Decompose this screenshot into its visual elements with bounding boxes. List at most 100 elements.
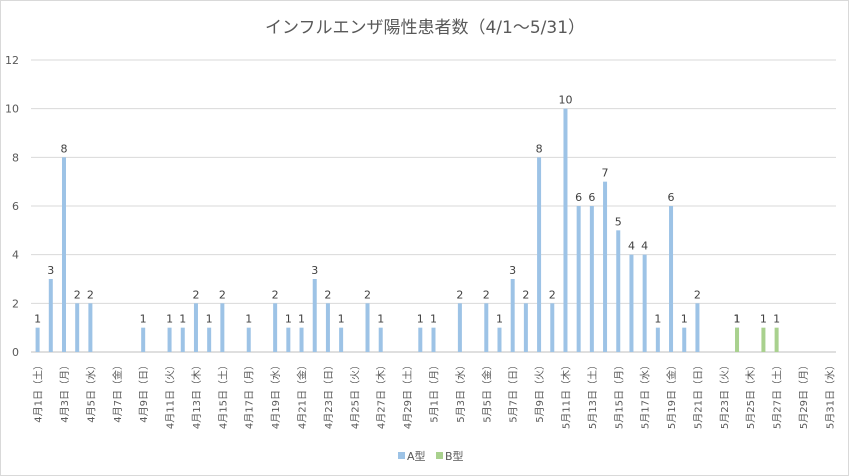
y-tick-label: 2 (12, 297, 19, 310)
bar (510, 279, 515, 352)
bar (365, 303, 370, 352)
x-tick-label: 5月27日（土） (771, 360, 784, 429)
bar (774, 327, 779, 352)
x-tick-label: 4月5日（水） (85, 360, 97, 423)
bar (141, 327, 146, 352)
data-label: 2 (364, 288, 371, 301)
bar (457, 303, 462, 352)
data-label: 1 (734, 313, 741, 326)
x-tick-label: 4月29日（土） (401, 360, 414, 429)
data-label: 8 (536, 142, 543, 155)
bar (629, 254, 634, 352)
x-axis-ticks: 4月1日（土） 4月3日（月） 4月5日（水） 4月7日（金） 4月9日（日） 4月11日… (32, 360, 837, 429)
data-label: 3 (311, 264, 318, 277)
x-tick-label: 4月1日（土） (32, 360, 45, 423)
bar (537, 157, 542, 352)
bar (312, 279, 317, 352)
x-tick-label: 4月21日（金） (296, 360, 309, 429)
bar (642, 254, 647, 352)
legend-label: B型 (445, 449, 464, 463)
x-tick-label: 5月31日（水） (824, 360, 836, 429)
bar (523, 303, 528, 352)
data-label: 1 (734, 313, 741, 326)
bar (35, 327, 40, 352)
bar (48, 279, 53, 352)
bar (207, 327, 212, 352)
data-label: 7 (602, 167, 609, 180)
data-label: 2 (522, 288, 529, 301)
x-tick-label: 4月7日（金） (111, 360, 124, 423)
legend-swatch (398, 452, 405, 459)
bar (669, 206, 674, 352)
bar (61, 157, 66, 352)
data-label: 10 (558, 94, 572, 107)
bar (75, 303, 80, 352)
y-tick-label: 0 (12, 346, 19, 359)
x-tick-label: 5月17日（水） (640, 360, 652, 429)
bar (339, 327, 344, 352)
data-label: 1 (298, 313, 305, 326)
x-tick-label: 4月17日（月） (244, 360, 256, 429)
x-tick-label: 4月25日（火） (349, 360, 361, 429)
x-tick-label: 4月9日（日） (138, 360, 150, 423)
data-label: 2 (272, 288, 279, 301)
chart-title: インフルエンザ陽性患者数（4/1〜5/31） (265, 18, 585, 38)
x-tick-label: 4月27日（木） (376, 360, 388, 429)
bar (193, 303, 198, 352)
legend-label: A型 (407, 449, 426, 463)
bar (550, 303, 555, 352)
legend-swatch (436, 452, 443, 459)
data-label: 1 (34, 313, 41, 326)
x-tick-label: 5月25日（木） (745, 360, 757, 429)
y-tick-label: 10 (5, 103, 19, 116)
data-label: 2 (74, 288, 81, 301)
x-tick-label: 4月13日（木） (191, 360, 203, 429)
bar (378, 327, 383, 352)
bar (167, 327, 172, 352)
legend: A型 B型 (398, 449, 464, 463)
data-label: 2 (549, 288, 556, 301)
data-label: 2 (219, 288, 226, 301)
bar (563, 108, 568, 353)
data-label: 1 (206, 313, 213, 326)
x-tick-label: 5月11日（木） (560, 360, 572, 429)
x-tick-label: 5月21日（日） (692, 360, 704, 429)
data-label: 1 (140, 313, 147, 326)
data-label: 1 (179, 313, 186, 326)
bar (180, 327, 185, 352)
bar (431, 327, 436, 352)
x-tick-label: 5月9日（火） (534, 360, 546, 423)
data-label: 1 (773, 313, 780, 326)
x-tick-label: 4月23日（日） (323, 360, 335, 429)
bar (88, 303, 93, 352)
y-tick-label: 8 (12, 151, 19, 164)
data-label: 6 (588, 191, 595, 204)
x-tick-label: 5月5日（金） (480, 360, 493, 423)
bar (299, 327, 304, 352)
bar (616, 230, 621, 352)
bar (220, 303, 225, 352)
y-tick-label: 4 (12, 249, 19, 262)
x-tick-label: 5月23日（火） (719, 360, 731, 429)
x-tick-label: 5月13日（土） (586, 360, 599, 429)
bar (761, 327, 766, 352)
data-label: 1 (338, 313, 345, 326)
gridlines (31, 59, 836, 353)
data-label: 4 (641, 240, 648, 253)
x-tick-label: 4月19日（水） (270, 360, 282, 429)
data-label: 6 (575, 191, 582, 204)
x-tick-label: 4月11日（火） (165, 360, 177, 429)
y-tick-label: 12 (5, 54, 19, 67)
bar (576, 206, 581, 352)
data-label: 1 (681, 313, 688, 326)
data-label: 1 (166, 313, 173, 326)
data-label: 5 (615, 215, 622, 228)
bar (273, 303, 278, 352)
x-tick-label: 5月3日（水） (455, 360, 467, 423)
data-label: 1 (654, 313, 661, 326)
bar (246, 327, 251, 352)
data-label: 1 (760, 313, 767, 326)
x-tick-label: 4月15日（土） (216, 360, 229, 429)
bar (418, 327, 423, 352)
